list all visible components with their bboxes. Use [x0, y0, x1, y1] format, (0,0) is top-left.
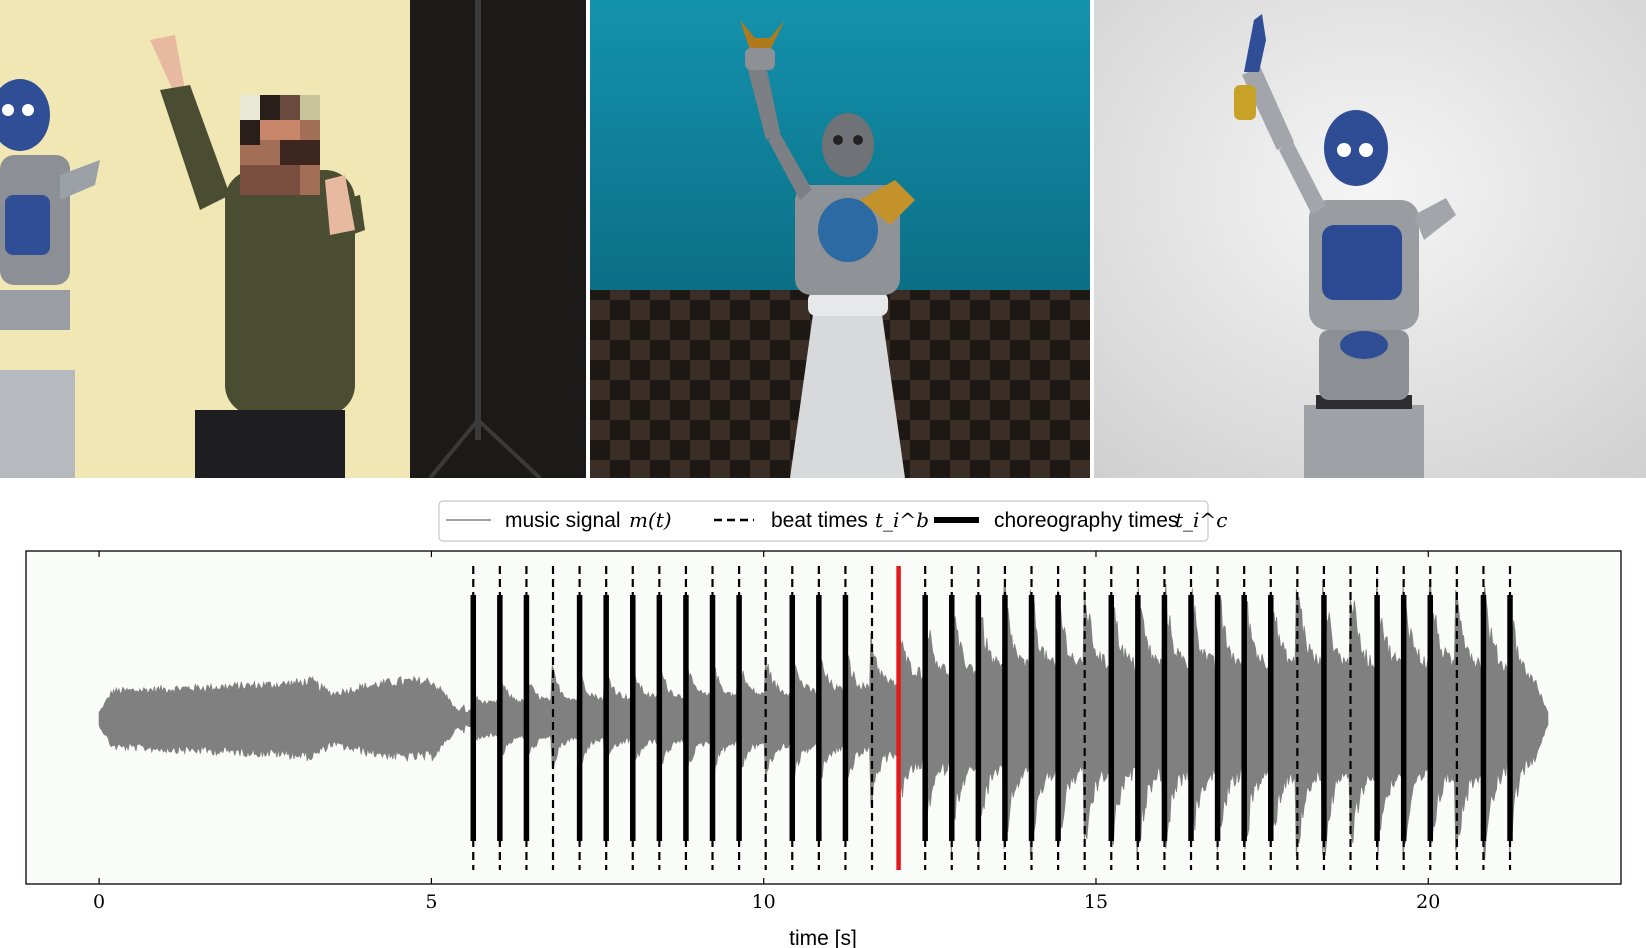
x-tick-label: 10 [752, 891, 776, 913]
legend-music-label: music signal [505, 509, 621, 532]
x-tick-label: 15 [1084, 891, 1108, 913]
legend-choreo-label: choreography times [994, 509, 1178, 532]
legend-box [438, 500, 1209, 542]
real-robot-photo [1094, 0, 1646, 478]
x-axis-ticks: 0 5 10 15 20 [93, 551, 1440, 913]
x-axis-label: time [s] [789, 927, 857, 948]
human-demonstrator-photo [0, 0, 586, 478]
x-tick-label: 20 [1416, 891, 1440, 913]
x-tick-label: 5 [425, 891, 437, 913]
waveform-chart: music signal m(t) beat times t_i^b chore… [25, 500, 1622, 948]
legend-choreo-math: t_i^c [1175, 508, 1227, 532]
robot-simulation-render [590, 0, 1090, 478]
choreography-times-series [470, 595, 1513, 841]
legend-beat-math: t_i^b [875, 508, 929, 532]
legend: music signal m(t) beat times t_i^b chore… [438, 500, 1227, 542]
legend-music-math: m(t) [629, 508, 672, 532]
legend-beat-label: beat times [771, 509, 868, 532]
x-tick-label: 0 [93, 891, 105, 913]
